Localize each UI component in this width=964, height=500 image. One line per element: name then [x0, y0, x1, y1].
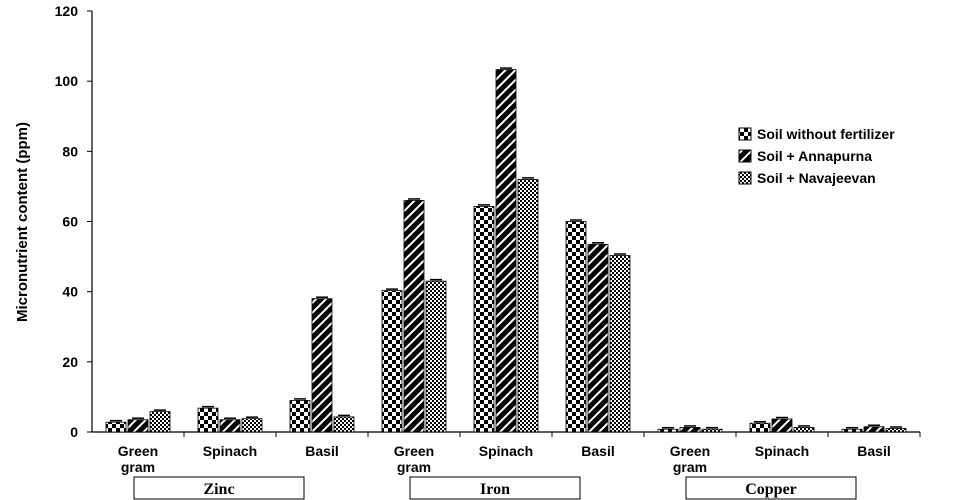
bar	[149, 411, 171, 433]
bar	[793, 427, 815, 433]
x-category-label: Spinach	[755, 443, 809, 459]
bar	[863, 426, 885, 433]
x-category-label: gram	[121, 459, 155, 475]
bar	[771, 418, 793, 433]
bar	[657, 428, 679, 433]
y-tick-label: 40	[62, 284, 78, 300]
bar	[289, 400, 311, 433]
bar	[105, 421, 127, 433]
x-category-label: Basil	[305, 443, 338, 459]
legend-swatch	[738, 127, 752, 141]
y-axis-title: Micronutrient content (ppm)	[14, 122, 31, 322]
y-tick-label: 0	[70, 424, 78, 440]
bar	[473, 206, 495, 433]
y-tick-label: 120	[55, 3, 79, 19]
bar	[517, 178, 539, 433]
legend-swatch	[738, 149, 752, 163]
y-tick-label: 100	[55, 73, 79, 89]
legend: Soil without fertilizer Soil + Annapurna S…	[738, 126, 895, 186]
x-category-label: Spinach	[203, 443, 257, 459]
x-category-label: gram	[673, 459, 707, 475]
group-label: Zinc	[203, 481, 234, 498]
group-labels: Zinc Iron Copper	[133, 476, 857, 500]
y-tick-label: 20	[62, 354, 78, 370]
bar	[749, 422, 771, 433]
bar	[425, 280, 447, 433]
bar	[241, 418, 263, 433]
bar	[609, 255, 631, 433]
bar	[127, 419, 149, 433]
group-label: Copper	[745, 481, 797, 498]
bar	[381, 290, 403, 433]
bar	[701, 428, 723, 433]
bars	[105, 67, 907, 433]
bar	[333, 416, 355, 433]
bar	[565, 221, 587, 433]
x-category-label: Basil	[857, 443, 890, 459]
legend-label: Soil + Annapurna	[757, 148, 872, 164]
bar	[885, 428, 907, 433]
legend-label: Soil without fertilizer	[757, 126, 895, 142]
group-label: Iron	[480, 481, 510, 498]
bar	[587, 243, 609, 433]
bar	[219, 419, 241, 433]
y-tick-labels: 0 20 40 60 80 100 120	[55, 3, 79, 440]
bar	[311, 298, 333, 433]
x-category-label: Green	[670, 443, 710, 459]
bar	[403, 200, 425, 433]
x-category-label: Green	[118, 443, 158, 459]
bar	[679, 427, 701, 433]
x-category-label: Green	[394, 443, 434, 459]
x-category-label: gram	[397, 459, 431, 475]
x-category-label: Spinach	[479, 443, 533, 459]
bar	[841, 428, 863, 433]
bar	[495, 69, 517, 433]
y-tick-label: 80	[62, 143, 78, 159]
x-category-label: Basil	[581, 443, 614, 459]
group-box	[409, 476, 581, 500]
group-box	[685, 476, 857, 500]
bar	[197, 407, 219, 433]
y-tick-label: 60	[62, 214, 78, 230]
legend-label: Soil + Navajeevan	[757, 170, 876, 186]
group-box	[133, 476, 305, 500]
legend-swatch	[738, 171, 752, 185]
